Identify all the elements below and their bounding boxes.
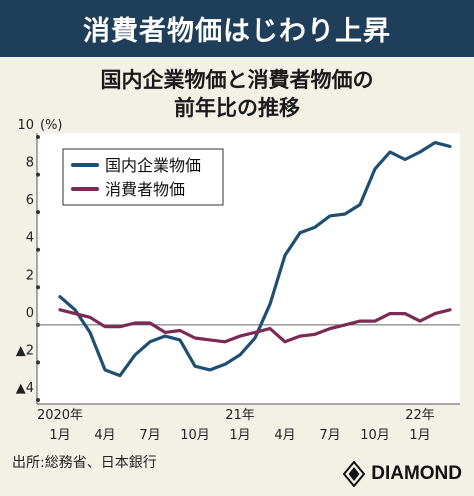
subtitle-line-2: 前年比の推移 <box>174 96 300 120</box>
x-tick-label-1: 4月 <box>94 428 115 443</box>
source-note: 出所:総務省、日本銀行 <box>12 455 157 471</box>
header-title: 消費者物価はじわり上昇 <box>83 16 391 47</box>
y-tick-label-4: 2 <box>26 268 34 283</box>
subtitle-line-1: 国内企業物価と消費者物価の <box>100 68 374 92</box>
brand-logo: DIAMOND <box>343 461 462 487</box>
x-year-label-8: 22年 <box>405 408 435 423</box>
y-tick-mark-2 <box>36 210 40 215</box>
chart-header: 消費者物価はじわり上昇 <box>0 0 474 57</box>
y-tick-label-2: 6 <box>26 193 34 208</box>
x-tick-label-5: 4月 <box>274 428 295 443</box>
y-tick-label-5: 0 <box>26 306 34 321</box>
legend-box <box>62 148 224 206</box>
brand-name: DIAMOND <box>371 463 462 484</box>
y-tick-label-7: ▲4 <box>16 381 34 396</box>
legend-label-0: 国内企業物価 <box>105 156 201 175</box>
x-tick-label-0: 1月 <box>49 428 70 443</box>
y-tick-label-6: ▲2 <box>16 343 34 358</box>
y-tick-mark-1 <box>36 172 40 177</box>
y-tick-mark-0 <box>36 135 40 139</box>
chart-subtitle: 国内企業物価と消費者物価の 前年比の推移 <box>0 66 474 122</box>
y-tick-label-0: 10 <box>17 118 34 133</box>
y-tick-mark-7 <box>36 398 40 402</box>
x-year-label-4: 21年 <box>225 408 255 423</box>
x-tick-label-7: 10月 <box>360 428 390 443</box>
x-year-label-0: 2020年 <box>37 408 83 423</box>
y-axis-unit: (%) <box>40 118 63 133</box>
x-tick-label-2: 7月 <box>139 428 160 443</box>
y-tick-label-3: 4 <box>26 231 34 246</box>
diamond-logo-icon <box>343 461 366 487</box>
y-tick-label-1: 8 <box>26 156 34 171</box>
y-tick-mark-4 <box>36 285 40 290</box>
line-chart: 10 8 6 4 2 0 ▲2 ▲4 (%) 1月 2020年 4月 7月 10月 1月 21年 4月 7月 10月… <box>16 118 460 443</box>
series-line-1 <box>58 308 452 344</box>
y-tick-mark-6 <box>36 360 40 365</box>
y-tick-mark-3 <box>36 247 40 252</box>
series-line-0 <box>58 141 452 378</box>
legend-label-1: 消費者物価 <box>105 180 185 199</box>
x-tick-label-4: 1月 <box>229 428 250 443</box>
x-tick-label-3: 10月 <box>180 428 210 443</box>
x-tick-label-8: 1月 <box>409 428 430 443</box>
x-tick-label-6: 7月 <box>319 428 340 443</box>
